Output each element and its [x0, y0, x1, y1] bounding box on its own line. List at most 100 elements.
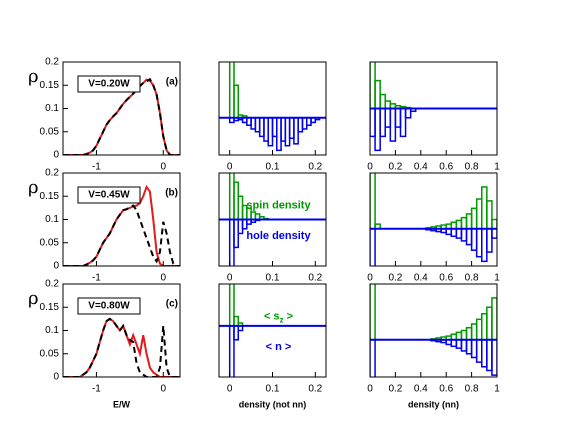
- histogram-bar: [481, 313, 488, 341]
- annotation: < n >: [266, 341, 292, 353]
- x-tick-label: 0.4: [414, 384, 428, 395]
- frame: [369, 61, 498, 156]
- histogram-bar: [379, 107, 386, 138]
- annotation-text: hole density: [246, 230, 311, 242]
- x-tick-label: 0: [367, 273, 373, 284]
- histogram-bar: [399, 107, 407, 138]
- y-tick-label: 0.2: [45, 168, 59, 179]
- density-line: [63, 317, 180, 377]
- histogram-bar: [491, 339, 497, 376]
- histogram-bar: [379, 93, 386, 110]
- frame: [62, 61, 181, 156]
- histogram-bar: [470, 207, 478, 230]
- histogram-bar: [370, 339, 376, 377]
- x-axis-label: E/W: [113, 399, 131, 409]
- panel-label: V=0.20W: [88, 79, 130, 90]
- annotation-text: < s: [264, 310, 280, 322]
- x-tick-label: -1: [92, 273, 101, 284]
- histogram-bar: [460, 339, 468, 352]
- x-tick-label: 0.1: [266, 162, 280, 173]
- frame: [218, 283, 327, 378]
- label-box: [77, 75, 141, 93]
- y-tick-label: 0.2: [45, 57, 59, 68]
- label-box: [77, 186, 141, 204]
- x-tick-label: 0: [367, 162, 373, 173]
- x-tick-label: 0.6: [439, 384, 453, 395]
- x-tick-label: -1: [92, 384, 101, 395]
- x-tick-label: 1: [494, 273, 500, 284]
- x-tick-label: 0: [367, 384, 373, 395]
- y-tick-label: 0.1: [45, 214, 59, 225]
- histogram-bar: [370, 107, 376, 138]
- histogram-bar: [389, 107, 397, 142]
- histogram-bar: [481, 186, 488, 230]
- frame: [369, 283, 498, 378]
- x-tick-label: 1: [494, 384, 500, 395]
- histogram-bar: [465, 339, 473, 355]
- y-axis-label: ρ: [28, 177, 39, 198]
- histogram-bar: [460, 228, 468, 242]
- density-line: [63, 204, 180, 266]
- histogram-bar: [470, 323, 478, 341]
- plot-area: [219, 284, 326, 377]
- x-tick-label: 0.2: [388, 384, 402, 395]
- histogram-bar: [486, 339, 493, 372]
- x-tick-label: 0.2: [388, 273, 402, 284]
- histogram-bar: [374, 79, 381, 110]
- y-axis-label: ρ: [28, 66, 39, 87]
- panel-tag: (b): [165, 188, 178, 199]
- panel-label: V=0.80W: [88, 301, 130, 312]
- x-tick-label: 0.2: [308, 384, 322, 395]
- x-tick-label: 0.8: [465, 162, 479, 173]
- x-axis-label: density (nn): [408, 399, 459, 409]
- x-tick-label: 1: [494, 162, 500, 173]
- panel-tag: (c): [166, 299, 178, 310]
- histogram-bar: [370, 284, 376, 341]
- plot-area: [63, 317, 180, 377]
- y-tick-label: 0: [53, 372, 59, 383]
- y-tick-label: 0.05: [40, 126, 60, 137]
- annotation: spin density: [246, 199, 311, 211]
- histogram-bar: [475, 198, 483, 230]
- annotation-text: < n >: [266, 341, 292, 353]
- histogram-bar: [455, 219, 463, 230]
- histogram-bar: [491, 228, 497, 239]
- x-tick-label: 0: [227, 162, 233, 173]
- x-tick-label: 0.1: [266, 273, 280, 284]
- y-tick-label: 0.05: [40, 237, 60, 248]
- label-box: [77, 297, 141, 315]
- frame: [218, 172, 327, 267]
- x-tick-label: 0: [161, 162, 167, 173]
- plot-area: [63, 77, 180, 155]
- histogram-bar: [491, 218, 497, 230]
- histogram-bar: [460, 329, 468, 341]
- x-axis-label: density (not nn): [239, 399, 307, 409]
- histogram-bar: [465, 228, 473, 246]
- x-tick-label: 0.4: [414, 273, 428, 284]
- y-tick-label: 0.15: [40, 302, 60, 313]
- y-tick-label: 0: [53, 150, 59, 161]
- histogram-bar: [450, 228, 458, 237]
- y-tick-label: 0.1: [45, 325, 59, 336]
- x-tick-label: 0.2: [308, 162, 322, 173]
- x-tick-label: 0.6: [439, 162, 453, 173]
- histogram-bar: [455, 339, 463, 349]
- histogram-bar: [455, 331, 463, 341]
- x-tick-label: 0: [161, 273, 167, 284]
- histogram-bar: [475, 228, 483, 258]
- histogram-bar: [475, 318, 483, 341]
- x-tick-label: 0.8: [465, 384, 479, 395]
- histogram-bar: [384, 100, 392, 110]
- y-tick-label: 0.15: [40, 80, 60, 91]
- y-tick-label: 0.15: [40, 191, 60, 202]
- histogram-bar: [370, 173, 376, 230]
- histogram-bar: [384, 107, 392, 128]
- x-tick-label: 0: [161, 384, 167, 395]
- x-tick-label: 0: [227, 273, 233, 284]
- histogram-bar: [486, 306, 493, 341]
- panel-label: V=0.45W: [88, 190, 130, 201]
- histogram-bar: [465, 213, 473, 230]
- x-tick-label: 0.2: [388, 162, 402, 173]
- x-tick-label: -1: [92, 162, 101, 173]
